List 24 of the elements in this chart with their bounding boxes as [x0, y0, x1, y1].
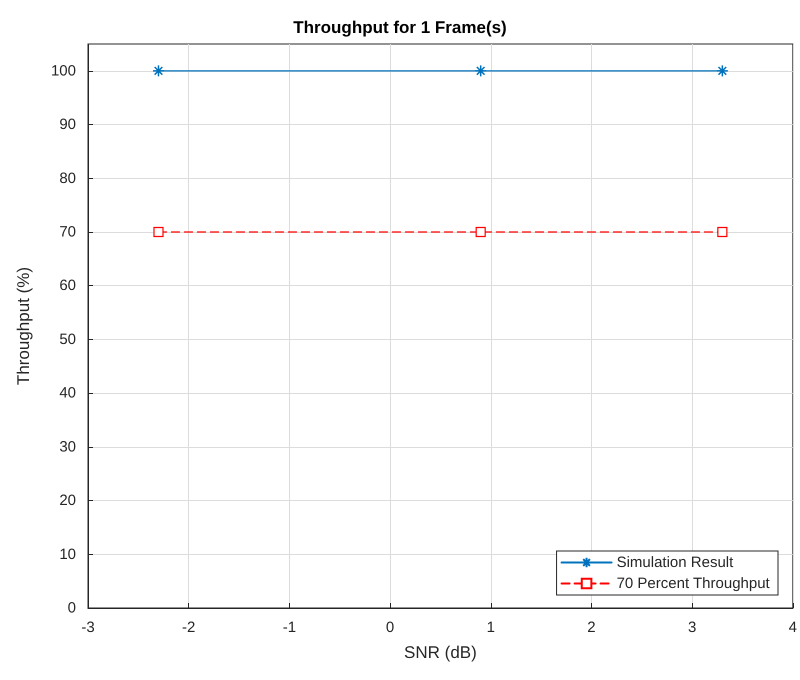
x-tick-label: 2 [587, 619, 596, 636]
legend-label: 70 Percent Throughput [616, 575, 771, 592]
x-tick-label: 3 [688, 619, 696, 636]
y-tick-label: 100 [50, 62, 76, 80]
x-tick-label: 0 [386, 619, 394, 636]
y-tick-label: 20 [59, 492, 76, 510]
x-axis-title: SNR (dB) [404, 643, 477, 662]
y-tick-label: 80 [59, 170, 76, 187]
chart-title: Throughput for 1 Frame(s) [293, 18, 507, 37]
y-tick-label: 60 [59, 277, 76, 294]
x-tick-label: 4 [788, 619, 797, 636]
y-tick-label: 50 [59, 330, 76, 348]
x-tick-label: 1 [486, 619, 495, 636]
legend-label: Simulation Result [616, 554, 734, 571]
x-tick-label: -1 [282, 619, 296, 636]
y-tick-label: 70 [59, 224, 76, 240]
y-axis-title: Throughput (%) [14, 266, 33, 386]
y-tick-label: 10 [59, 546, 76, 563]
x-tick-label: -3 [81, 619, 95, 636]
y-tick-label: 0 [68, 600, 76, 616]
y-tick-label: 30 [59, 438, 76, 456]
y-tick-label: 90 [59, 116, 76, 134]
y-tick-label: 40 [59, 384, 76, 402]
x-tick-label: -2 [182, 619, 196, 636]
